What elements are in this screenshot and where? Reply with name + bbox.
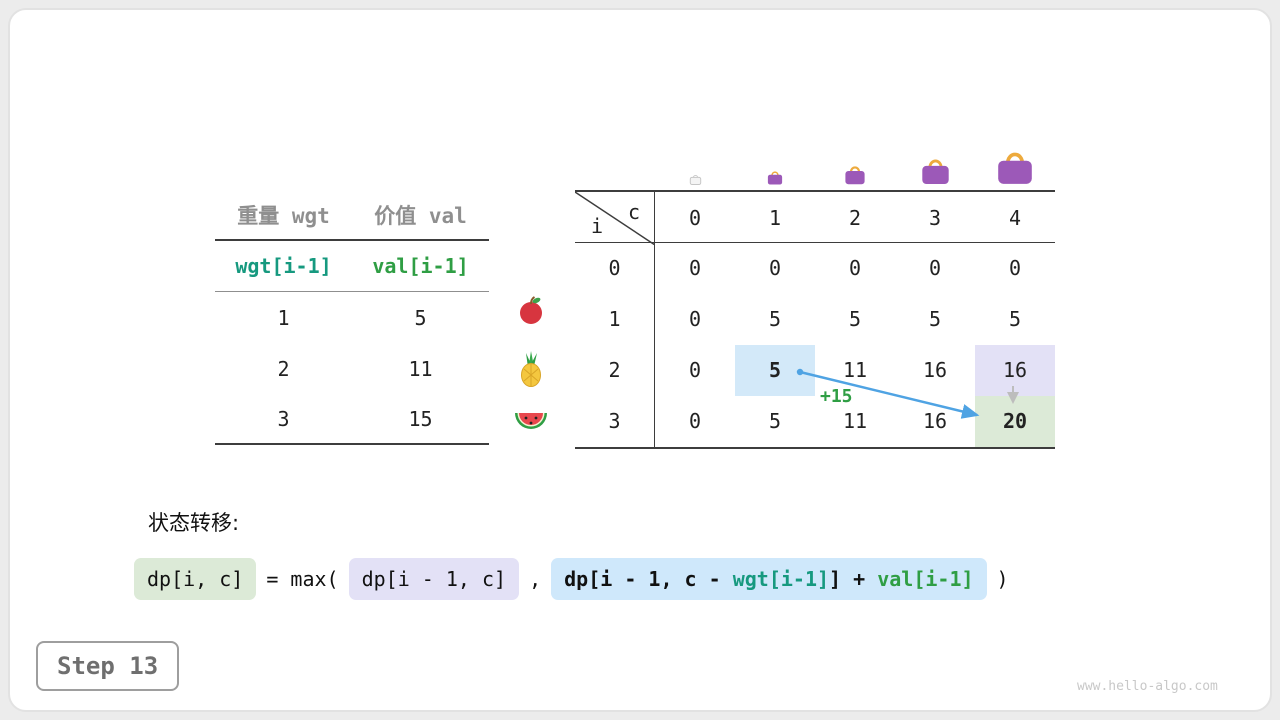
capacity-bags-row bbox=[655, 124, 1055, 188]
row-header: 1 bbox=[575, 294, 655, 345]
dp-cell: 0 bbox=[688, 409, 702, 433]
item-wgt: 3 bbox=[277, 406, 290, 431]
dp-table-body: 0 0 0 0 0 0 1 0 5 5 5 5 2 0 5 11 16 16 3… bbox=[575, 243, 1055, 449]
val-formula-label: val[i-1] bbox=[372, 254, 469, 278]
item-table-header-row: 重量 wgt 价值 val bbox=[215, 190, 489, 241]
watermark: www.hello-algo.com bbox=[1077, 679, 1218, 694]
formula-equals: = max( bbox=[266, 567, 339, 591]
item-val: 11 bbox=[408, 356, 433, 381]
item-row-1: 1 5 bbox=[215, 292, 489, 343]
dp-cell: 5 bbox=[1008, 307, 1022, 331]
dp-cell-prev: 16 bbox=[975, 345, 1055, 396]
formula-comma: , bbox=[529, 567, 542, 591]
term2-mid: ] + bbox=[829, 567, 878, 591]
col-header: 3 bbox=[928, 206, 942, 230]
dp-cell: 16 bbox=[922, 358, 948, 382]
item-wgt: 2 bbox=[277, 356, 290, 381]
dp-cell: 5 bbox=[768, 409, 782, 433]
formula-term2-box: dp[i - 1, c - wgt[i-1]] + val[i-1] bbox=[551, 558, 987, 600]
bag-capacity-0 bbox=[655, 124, 735, 188]
row-header: 2 bbox=[575, 345, 655, 396]
apple-icon bbox=[520, 296, 542, 324]
item-val: 15 bbox=[408, 406, 433, 431]
formula-lhs-box: dp[i, c] bbox=[134, 558, 257, 600]
step-badge: Step 13 bbox=[36, 641, 180, 691]
dp-row-1: 1 0 5 5 5 5 bbox=[575, 294, 1055, 345]
dp-cell: 0 bbox=[1008, 256, 1022, 280]
corner-col-label: c bbox=[627, 200, 640, 224]
item-row-2: 2 11 bbox=[215, 343, 489, 394]
bag-icon bbox=[767, 171, 783, 185]
added-value-annotation: +15 bbox=[820, 386, 853, 407]
item-table: 重量 wgt 价值 val wgt[i-1] val[i-1] 1 5 2 11… bbox=[215, 190, 489, 445]
col-header: 2 bbox=[848, 206, 862, 230]
dp-cell: 5 bbox=[768, 307, 782, 331]
col-header: 4 bbox=[1008, 206, 1022, 230]
row-header: 3 bbox=[575, 396, 655, 447]
corner-row-label: i bbox=[591, 214, 604, 238]
dp-cell: 0 bbox=[848, 256, 862, 280]
dp-cell: 0 bbox=[688, 256, 702, 280]
dp-row-3: 3 0 5 11 16 20 bbox=[575, 396, 1055, 447]
diagonal-divider bbox=[575, 192, 655, 245]
bag-icon bbox=[921, 159, 949, 185]
dp-cell: 0 bbox=[768, 256, 782, 280]
pineapple-icon bbox=[521, 351, 541, 387]
bag-capacity-2 bbox=[815, 124, 895, 188]
dp-table: c i 0 1 2 3 4 0 0 0 0 0 0 1 0 5 5 5 5 2 … bbox=[575, 190, 1055, 449]
item-row-3: 3 15 bbox=[215, 394, 489, 445]
dp-table-header-row: c i 0 1 2 3 4 bbox=[575, 190, 1055, 245]
dp-cell-source: 5 bbox=[735, 345, 815, 396]
dp-row-0: 0 0 0 0 0 0 bbox=[575, 243, 1055, 294]
dp-cell: 0 bbox=[688, 358, 702, 382]
transition-section-label: 状态转移: bbox=[148, 511, 240, 535]
watermelon-icon bbox=[515, 413, 547, 429]
bag-capacity-1 bbox=[735, 124, 815, 188]
item-table-subheader-row: wgt[i-1] val[i-1] bbox=[215, 241, 489, 292]
col-header: 0 bbox=[688, 206, 702, 230]
dp-row-2: 2 0 5 11 16 16 bbox=[575, 345, 1055, 396]
row-header: 0 bbox=[575, 243, 655, 294]
bag-icon bbox=[845, 166, 865, 185]
term2-wgt: wgt[i-1] bbox=[732, 567, 830, 591]
bag-empty-icon bbox=[689, 174, 701, 185]
bag-capacity-4 bbox=[975, 124, 1055, 188]
bag-capacity-3 bbox=[895, 124, 975, 188]
term2-val: val[i-1] bbox=[877, 567, 974, 591]
dp-cell: 0 bbox=[688, 307, 702, 331]
corner-cell: c i bbox=[575, 192, 655, 245]
dp-cell: 0 bbox=[928, 256, 942, 280]
transition-formula: dp[i, c] = max( dp[i - 1, c] , dp[i - 1,… bbox=[134, 558, 1009, 600]
val-column-header: 价值 val bbox=[374, 203, 467, 228]
dp-cell: 5 bbox=[928, 307, 942, 331]
formula-closing-paren: ) bbox=[996, 567, 1009, 591]
item-val: 5 bbox=[414, 305, 427, 330]
wgt-formula-label: wgt[i-1] bbox=[235, 254, 332, 278]
col-header: 1 bbox=[768, 206, 782, 230]
dp-cell-current: 20 bbox=[975, 396, 1055, 447]
bag-icon bbox=[998, 152, 1032, 184]
term2-prefix: dp[i - 1, c - bbox=[564, 567, 733, 591]
dp-cell: 16 bbox=[922, 409, 948, 433]
item-wgt: 1 bbox=[277, 305, 290, 330]
formula-term1-box: dp[i - 1, c] bbox=[348, 558, 520, 600]
dp-cell: 5 bbox=[848, 307, 862, 331]
wgt-column-header: 重量 wgt bbox=[237, 203, 330, 228]
